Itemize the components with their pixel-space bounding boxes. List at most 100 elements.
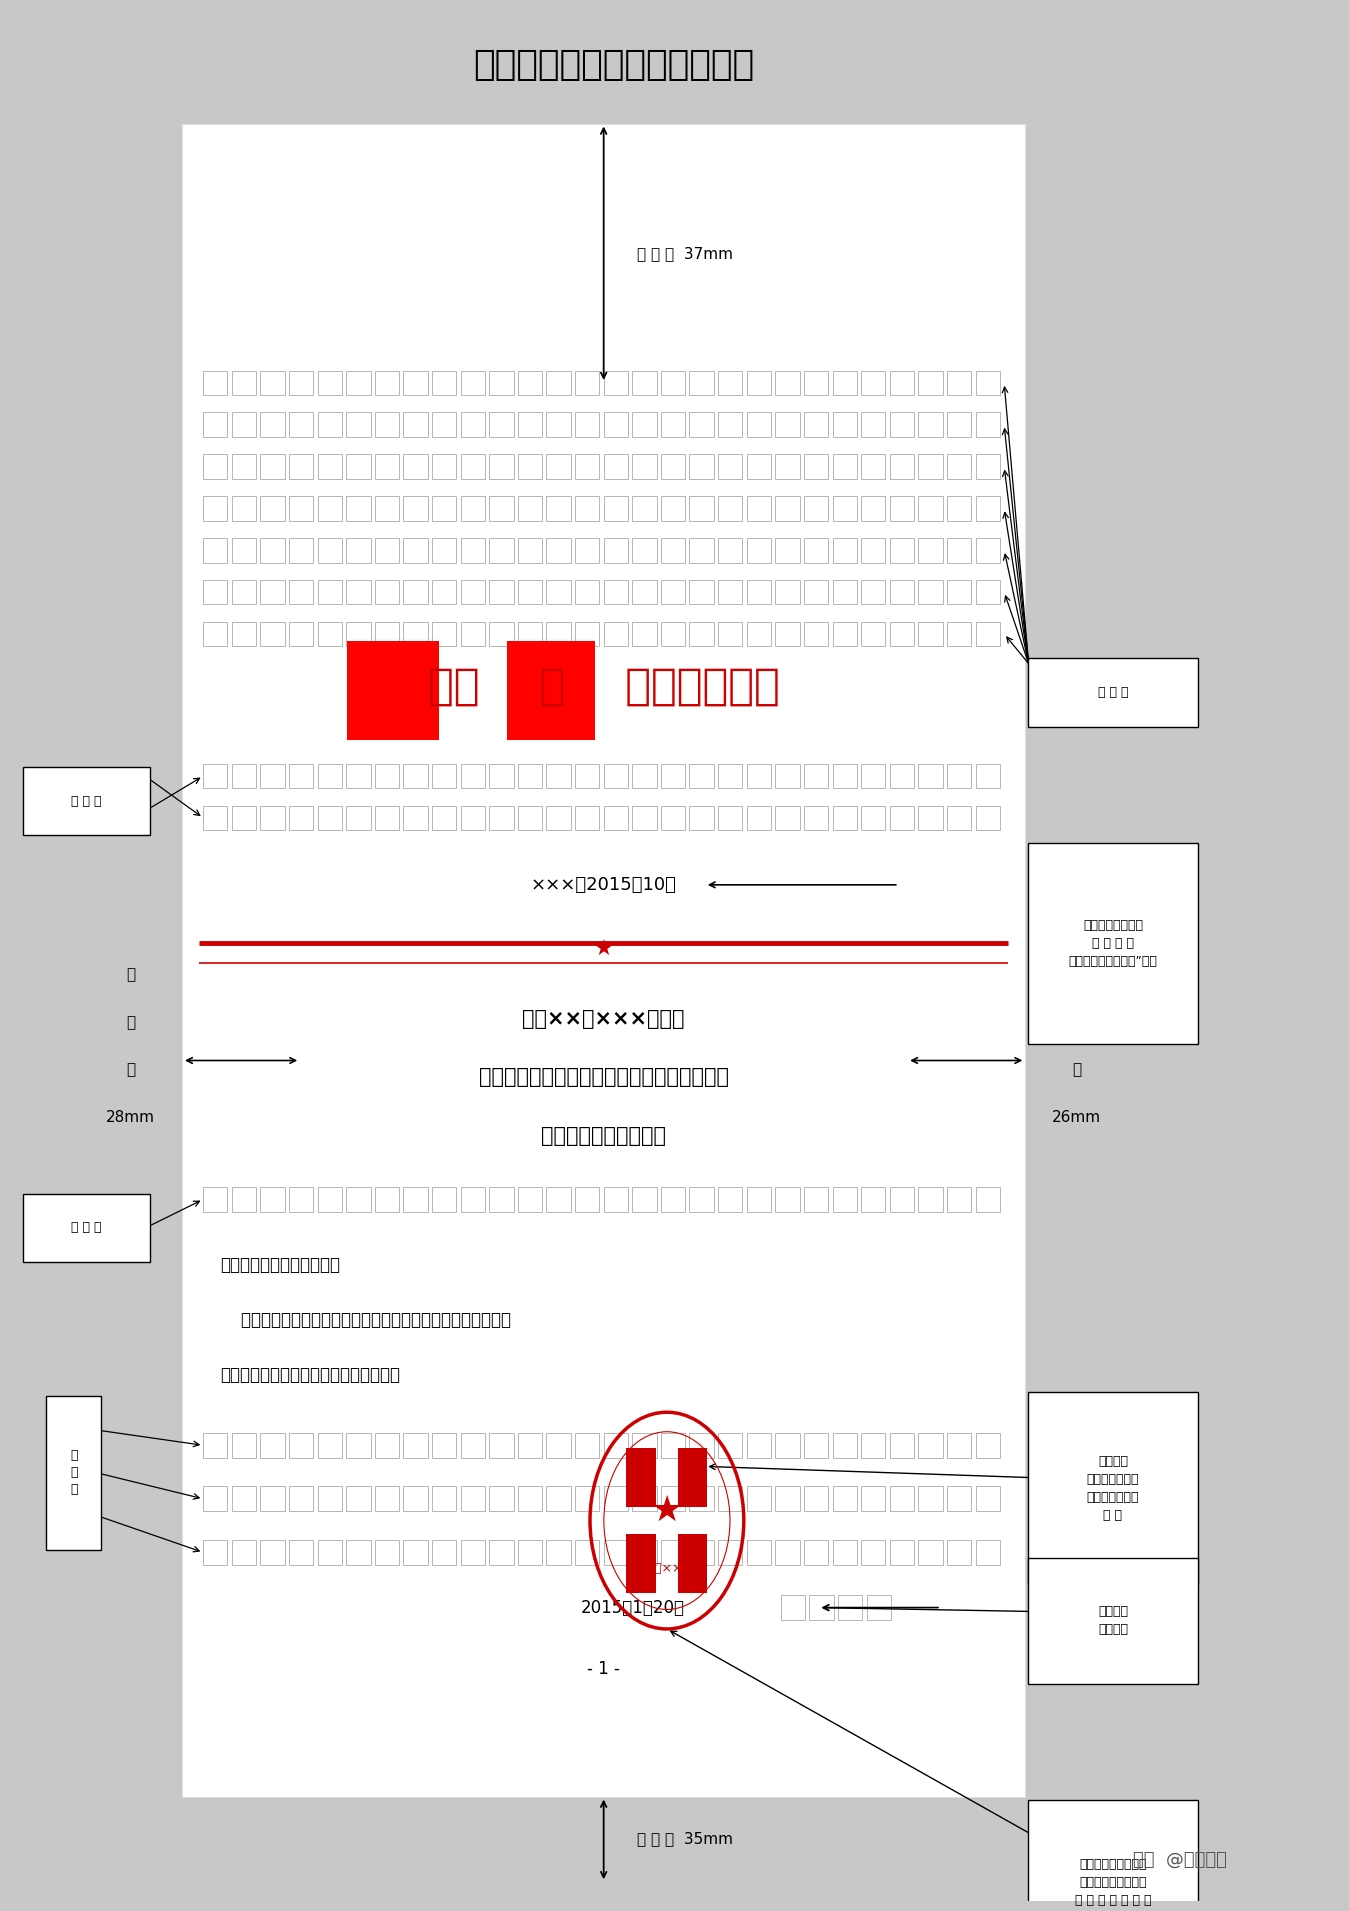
Bar <box>546 1540 571 1565</box>
Bar <box>661 579 685 604</box>
Bar <box>317 455 341 480</box>
Bar <box>375 621 399 646</box>
Bar <box>861 1540 885 1565</box>
Bar <box>975 413 1000 438</box>
Bar <box>375 1433 399 1458</box>
Bar <box>718 455 742 480</box>
Bar <box>575 1540 599 1565</box>
Bar <box>432 1433 456 1458</box>
Bar <box>260 1187 285 1212</box>
Bar <box>375 537 399 562</box>
Bar <box>890 371 915 396</box>
Bar <box>776 806 800 829</box>
Bar <box>689 537 714 562</box>
Bar <box>347 1433 371 1458</box>
Bar <box>317 1187 341 1212</box>
Bar <box>317 579 341 604</box>
Bar <box>747 455 772 480</box>
Bar <box>403 806 428 829</box>
Bar <box>546 455 571 480</box>
Bar <box>626 1535 656 1594</box>
Bar <box>919 1540 943 1565</box>
Bar <box>975 806 1000 829</box>
Bar <box>890 537 915 562</box>
Bar <box>804 806 828 829</box>
Bar <box>919 1187 943 1212</box>
Bar <box>804 537 828 562</box>
Bar <box>633 1540 657 1565</box>
Bar <box>747 1187 772 1212</box>
Bar <box>490 621 514 646</box>
Bar <box>460 371 484 396</box>
Text: 上 边 距  37mm: 上 边 距 37mm <box>638 247 734 260</box>
Bar <box>947 579 971 604</box>
Bar <box>575 1433 599 1458</box>
Bar <box>747 579 772 604</box>
Bar <box>890 413 915 438</box>
FancyBboxPatch shape <box>1028 1557 1198 1684</box>
FancyBboxPatch shape <box>1028 843 1198 1043</box>
Text: 空
三
行: 空 三 行 <box>70 1449 78 1496</box>
Bar <box>604 764 629 789</box>
Bar <box>861 371 885 396</box>
Bar <box>832 455 857 480</box>
Bar <box>975 579 1000 604</box>
Bar <box>776 1540 800 1565</box>
Bar <box>518 806 542 829</box>
Bar <box>317 806 341 829</box>
Bar <box>633 1433 657 1458</box>
Bar <box>890 455 915 480</box>
Bar <box>403 1540 428 1565</box>
Bar <box>861 1487 885 1512</box>
Bar <box>776 1487 800 1512</box>
Bar <box>432 579 456 604</box>
Bar <box>689 1433 714 1458</box>
Bar <box>403 579 428 604</box>
Bar <box>919 1433 943 1458</box>
FancyBboxPatch shape <box>1028 1391 1198 1584</box>
Bar <box>546 1487 571 1512</box>
Text: 28mm: 28mm <box>107 1110 155 1126</box>
Bar <box>375 806 399 829</box>
Bar <box>546 579 571 604</box>
Bar <box>232 579 256 604</box>
Bar <box>861 579 885 604</box>
Bar <box>575 455 599 480</box>
Bar <box>260 1487 285 1512</box>
Bar <box>604 371 629 396</box>
Bar <box>947 1433 971 1458</box>
FancyBboxPatch shape <box>23 1194 150 1261</box>
Bar <box>232 806 256 829</box>
Bar <box>317 764 341 789</box>
Bar <box>776 764 800 789</box>
Bar <box>460 537 484 562</box>
Bar <box>546 764 571 789</box>
Bar <box>747 806 772 829</box>
Bar <box>838 1596 862 1621</box>
Bar <box>718 537 742 562</box>
Bar <box>604 1187 629 1212</box>
Bar <box>890 806 915 829</box>
Text: 距: 距 <box>127 1063 135 1078</box>
Bar <box>289 1487 313 1512</box>
Bar <box>919 621 943 646</box>
Bar <box>546 537 571 562</box>
Bar <box>232 1187 256 1212</box>
Bar <box>947 497 971 520</box>
Text: 关于印发《关于深入党的群众路线教育实践活: 关于印发《关于深入党的群众路线教育实践活 <box>479 1066 728 1087</box>
Bar <box>861 1187 885 1212</box>
Bar <box>204 1487 228 1512</box>
Bar <box>232 371 256 396</box>
Bar <box>204 1187 228 1212</box>
Bar <box>947 764 971 789</box>
Bar <box>490 497 514 520</box>
Bar <box>460 621 484 646</box>
Bar <box>975 621 1000 646</box>
Bar <box>232 537 256 562</box>
Bar <box>919 806 943 829</box>
Bar <box>347 621 371 646</box>
Bar <box>232 764 256 789</box>
Bar <box>633 764 657 789</box>
Bar <box>832 1540 857 1565</box>
Bar <box>919 537 943 562</box>
